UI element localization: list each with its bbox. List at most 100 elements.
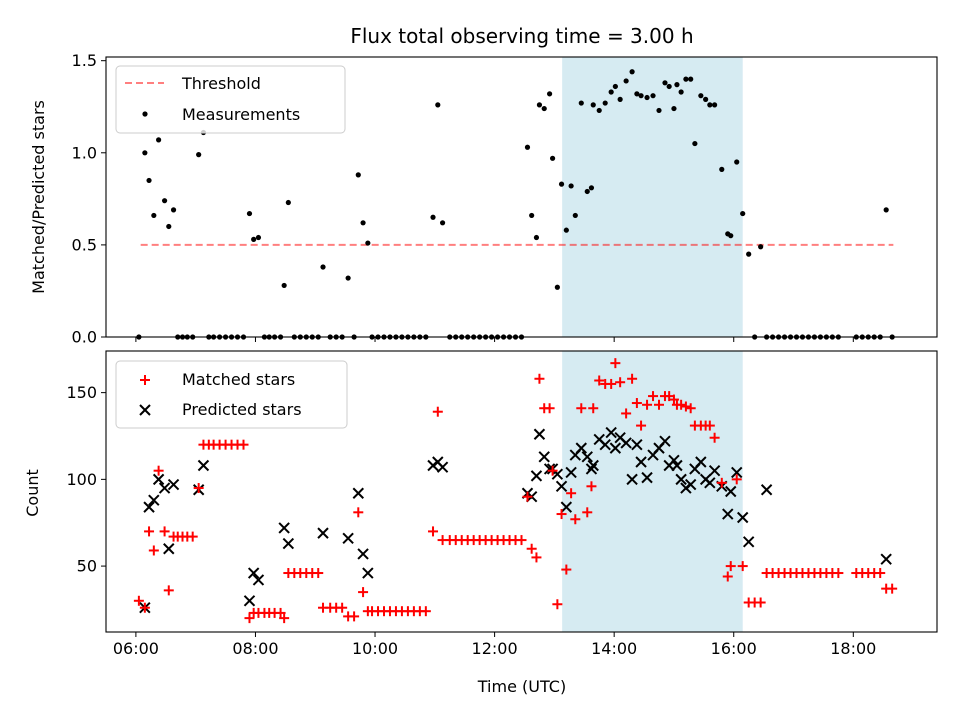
measurement-point	[355, 172, 361, 178]
matched-marker	[552, 599, 563, 610]
x-tick-label: 08:00	[232, 639, 278, 658]
predicted-marker	[587, 459, 599, 472]
count-axes: 06:00 08:00 10:00 12:00 14:00 16:00 18:00 50 100…	[66, 350, 938, 658]
predicted-marker	[167, 478, 180, 491]
predicted-marker	[533, 428, 546, 440]
predicted-marker	[436, 461, 449, 473]
matched-marker	[193, 483, 204, 494]
ratio-y-tick-label: 1.0	[72, 143, 97, 162]
matched-marker	[875, 568, 886, 579]
measurement-point	[666, 83, 672, 90]
matched-marker	[544, 403, 555, 414]
measurement-point	[151, 212, 157, 219]
count-ylabel: Count	[23, 469, 42, 517]
measurement-point	[644, 94, 650, 101]
matched-marker	[709, 432, 720, 443]
figure-title: Flux total observing time = 3.00 h	[350, 24, 693, 48]
matched-marker	[561, 564, 572, 575]
matched-marker	[428, 526, 439, 537]
x-tick-label: 14:00	[591, 639, 637, 658]
measurement-point	[671, 105, 677, 112]
matched-marker	[642, 399, 653, 410]
predicted-marker	[620, 437, 632, 449]
measurement-point	[584, 188, 590, 195]
measurement-point	[170, 207, 177, 213]
measurement-point	[634, 91, 640, 97]
measurement-point	[285, 199, 291, 206]
measurement-point	[883, 207, 889, 213]
matched-marker	[159, 526, 170, 537]
x-tick-label: 10:00	[352, 639, 398, 658]
measurement-point	[533, 234, 540, 241]
predicted-marker	[736, 511, 749, 524]
measurement-point	[320, 264, 326, 270]
count-frame	[105, 350, 938, 633]
predicted-marker	[158, 482, 171, 494]
measurement-point	[549, 155, 556, 161]
matched-marker	[534, 373, 545, 384]
predicted-marker	[671, 459, 683, 472]
predicted-marker	[243, 595, 256, 607]
measurement-point	[617, 96, 623, 102]
predicted-marker	[731, 466, 743, 479]
matched-marker	[275, 607, 286, 618]
count-y-tick-label: 100	[66, 470, 97, 489]
measurement-point	[707, 102, 713, 108]
measurement-point	[146, 177, 152, 184]
matched-marker	[676, 399, 687, 410]
matched-marker	[516, 535, 527, 546]
measurement-point	[161, 198, 168, 204]
measurement-point	[529, 212, 535, 219]
measurement-point	[568, 183, 574, 189]
matched-marker	[358, 587, 369, 598]
predicted-marker	[668, 454, 680, 466]
matched-marker	[139, 602, 150, 613]
predicted-marker	[725, 485, 737, 498]
ratio-highlight-span	[562, 57, 743, 337]
measurement-point	[746, 251, 752, 257]
predicted-marker	[357, 548, 369, 560]
predicted-marker	[342, 532, 354, 545]
predicted-marker	[675, 473, 687, 486]
matched-marker	[163, 585, 174, 596]
measurement-point	[541, 105, 547, 112]
predicted-marker	[352, 487, 364, 499]
predicted-marker	[152, 473, 165, 486]
matched-marker	[576, 403, 587, 414]
ratio-legend-box	[115, 65, 346, 134]
predicted-marker	[760, 484, 773, 496]
measurement-point	[608, 89, 614, 95]
predicted-marker	[197, 459, 210, 472]
measurement-point	[536, 102, 543, 108]
measurement-point	[435, 102, 441, 108]
legend-predicted-swatch	[139, 404, 151, 416]
matched-marker	[737, 561, 748, 572]
matched-marker	[610, 358, 621, 369]
matched-marker	[582, 507, 593, 518]
matched-marker	[526, 543, 537, 554]
x-tick-label: 16:00	[711, 639, 757, 658]
measurement-point	[656, 107, 662, 114]
matched-marker	[556, 509, 567, 520]
measurement-point	[703, 96, 709, 102]
matched-marker	[238, 439, 249, 450]
measurement-point	[602, 100, 608, 106]
predicted-marker	[581, 451, 593, 463]
matched-marker	[420, 606, 431, 617]
matched-marker	[594, 375, 605, 386]
measurement-point	[166, 223, 172, 230]
measurement-point	[554, 284, 560, 290]
legend-matched-swatch	[140, 375, 150, 385]
count-y-tick-label: 50	[77, 557, 97, 576]
predicted-marker	[282, 537, 295, 550]
matched-marker	[531, 552, 542, 563]
legend-measurements-label: Measurements	[182, 105, 300, 124]
matched-marker	[668, 394, 679, 405]
measurement-point	[740, 210, 746, 217]
predicted-marker	[599, 438, 611, 451]
matched-marker	[704, 420, 715, 431]
measurement-point	[662, 80, 668, 86]
predicted-marker	[708, 464, 721, 477]
measurement-point	[281, 282, 287, 289]
